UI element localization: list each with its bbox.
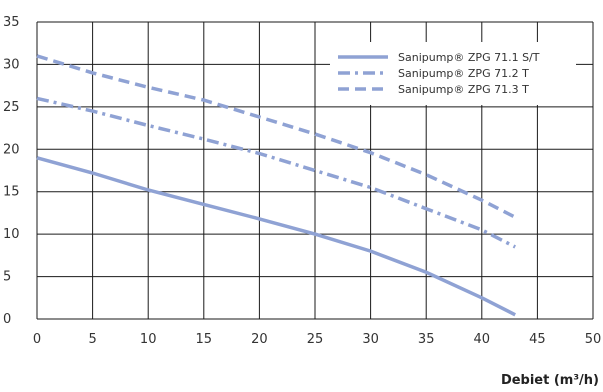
y-axis-ticks: 0 5 10 15 20 25 30 35 <box>3 15 20 327</box>
y-tick-label-2: 10 <box>3 227 20 242</box>
series-line-2 <box>36 96 516 249</box>
series-line-3 <box>36 54 516 219</box>
x-axis-ticks: 0 5 10 15 20 25 30 35 40 45 50 <box>33 332 601 347</box>
x-tick-label-8: 40 <box>474 332 491 347</box>
x-tick-label-9: 45 <box>529 332 546 347</box>
x-tick-label-6: 30 <box>362 332 379 347</box>
y-tick-label-4: 20 <box>3 142 20 157</box>
x-tick-label-10: 50 <box>585 332 602 347</box>
legend-label-3: Sanipump® ZPG 71.3 T <box>398 83 529 96</box>
y-tick-label-1: 5 <box>3 270 11 285</box>
series-lines <box>36 54 516 317</box>
x-tick-label-4: 20 <box>251 332 268 347</box>
y-tick-label-3: 15 <box>3 185 20 200</box>
x-tick-label-3: 15 <box>196 332 213 347</box>
legend: Sanipump® ZPG 71.1 S/T Sanipump® ZPG 71.2… <box>330 42 576 105</box>
x-tick-label-5: 25 <box>307 332 324 347</box>
x-tick-label-0: 0 <box>33 332 41 347</box>
legend-label-1: Sanipump® ZPG 71.1 S/T <box>398 51 540 64</box>
legend-label-2: Sanipump® ZPG 71.2 T <box>398 67 529 80</box>
y-tick-label-5: 25 <box>3 100 20 115</box>
x-tick-label-1: 5 <box>88 332 96 347</box>
x-axis-label: Debiet (m³/h) <box>501 373 599 388</box>
y-tick-label-6: 30 <box>3 57 20 72</box>
x-tick-label-7: 35 <box>418 332 435 347</box>
y-tick-label-7: 35 <box>3 15 20 30</box>
series-line-1 <box>36 156 516 317</box>
y-tick-label-0: 0 <box>3 312 11 327</box>
x-tick-label-2: 10 <box>140 332 157 347</box>
